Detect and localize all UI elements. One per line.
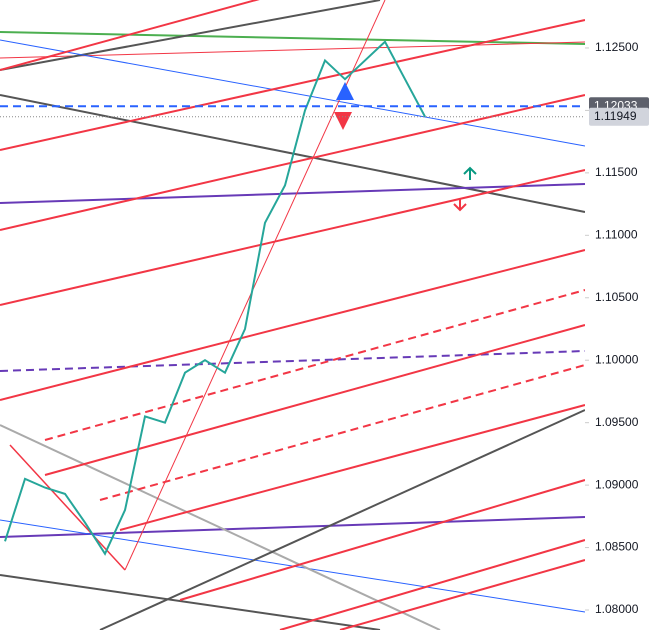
drawings (0, 0, 586, 630)
y-tick-label: 1.09000 (595, 477, 639, 491)
price-tag-label: 1.11949 (594, 109, 637, 123)
axis-panel (585, 0, 651, 630)
y-tick-label: 1.12500 (595, 40, 639, 54)
y-tick-label: 1.09500 (595, 415, 639, 429)
y-tick-label: 1.11000 (595, 227, 638, 241)
y-tick-label: 1.10500 (595, 290, 639, 304)
y-tick-label: 1.08000 (595, 602, 639, 616)
price-line (4, 40, 426, 556)
y-tick-label: 1.10000 (595, 352, 639, 366)
price-tag (589, 107, 649, 126)
y-tick-label: 1.08500 (595, 540, 639, 554)
y-tick-label: 1.11500 (595, 165, 638, 179)
